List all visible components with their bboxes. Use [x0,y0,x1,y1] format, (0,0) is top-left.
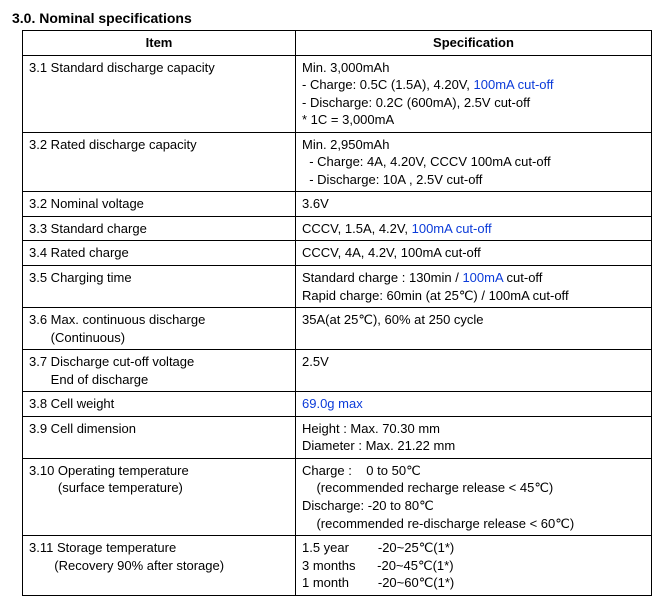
item-cell: 3.4 Rated charge [23,241,296,266]
spec-cell: 69.0g max [296,392,652,417]
table-row: 3.6 Max. continuous discharge (Continuou… [23,308,652,350]
spec-line: 1 month -20~60℃(1*) [302,574,645,592]
item-cell: 3.8 Cell weight [23,392,296,417]
text: cut-off [503,270,543,285]
item-cell: 3.7 Discharge cut-off voltage End of dis… [23,350,296,392]
table-row: 3.5 Charging time Standard charge : 130m… [23,266,652,308]
item-line: 3.11 Storage temperature [29,539,289,557]
item-line: (Continuous) [29,329,289,347]
item-cell: 3.1 Standard discharge capacity [23,55,296,132]
item-cell: 3.9 Cell dimension [23,416,296,458]
highlight: 100mA cut-off [474,77,554,92]
table-row: 3.10 Operating temperature (surface temp… [23,458,652,535]
spec-line: Min. 3,000mAh [302,59,645,77]
spec-cell: Min. 2,950mAh - Charge: 4A, 4.20V, CCCV … [296,132,652,192]
highlight: 100mA cut-off [412,221,492,236]
text: - Charge: 0.5C (1.5A), 4.20V, [302,77,474,92]
item-line: 3.6 Max. continuous discharge [29,311,289,329]
spec-cell: Charge : 0 to 50℃ (recommended recharge … [296,458,652,535]
spec-line: Height : Max. 70.30 mm [302,420,645,438]
header-item: Item [23,31,296,56]
spec-line: Charge : 0 to 50℃ [302,462,645,480]
item-cell: 3.11 Storage temperature (Recovery 90% a… [23,536,296,596]
spec-line: Standard charge : 130min / 100mA cut-off [302,269,645,287]
highlight: 100mA [462,270,502,285]
spec-cell: CCCV, 1.5A, 4.2V, 100mA cut-off [296,216,652,241]
text: CCCV, 1.5A, 4.2V, [302,221,412,236]
item-line: 3.10 Operating temperature [29,462,289,480]
text: Standard charge : 130min / [302,270,462,285]
spec-line: (recommended recharge release < 45℃) [302,479,645,497]
spec-line: 1.5 year -20~25℃(1*) [302,539,645,557]
table-row: 3.3 Standard charge CCCV, 1.5A, 4.2V, 10… [23,216,652,241]
spec-cell: Standard charge : 130min / 100mA cut-off… [296,266,652,308]
table-row: 3.7 Discharge cut-off voltage End of dis… [23,350,652,392]
spec-cell: Min. 3,000mAh - Charge: 0.5C (1.5A), 4.2… [296,55,652,132]
spec-line: - Discharge: 0.2C (600mA), 2.5V cut-off [302,94,645,112]
table-row: 3.9 Cell dimension Height : Max. 70.30 m… [23,416,652,458]
spec-line: Rapid charge: 60min (at 25℃) / 100mA cut… [302,287,645,305]
table-row: 3.1 Standard discharge capacity Min. 3,0… [23,55,652,132]
section-heading: 3.0. Nominal specifications [12,10,653,26]
item-line: (Recovery 90% after storage) [29,557,289,575]
item-cell: 3.6 Max. continuous discharge (Continuou… [23,308,296,350]
header-row: Item Specification [23,31,652,56]
spec-line: - Charge: 0.5C (1.5A), 4.20V, 100mA cut-… [302,76,645,94]
header-spec: Specification [296,31,652,56]
table-row: 3.2 Nominal voltage 3.6V [23,192,652,217]
spec-line: - Charge: 4A, 4.20V, CCCV 100mA cut-off [302,153,645,171]
spec-line: Min. 2,950mAh [302,136,645,154]
spec-cell: 1.5 year -20~25℃(1*) 3 months -20~45℃(1*… [296,536,652,596]
spec-cell: 3.6V [296,192,652,217]
highlight: 69.0g max [302,396,363,411]
item-line: (surface temperature) [29,479,289,497]
table-row: 3.4 Rated charge CCCV, 4A, 4.2V, 100mA c… [23,241,652,266]
item-line: 3.7 Discharge cut-off voltage [29,353,289,371]
table-row: 3.2 Rated discharge capacity Min. 2,950m… [23,132,652,192]
spec-line: Diameter : Max. 21.22 mm [302,437,645,455]
table-row: 3.11 Storage temperature (Recovery 90% a… [23,536,652,596]
spec-cell: 2.5V [296,350,652,392]
item-cell: 3.2 Nominal voltage [23,192,296,217]
spec-line: * 1C = 3,000mA [302,111,645,129]
spec-line: (recommended re-discharge release < 60℃) [302,515,645,533]
item-cell: 3.3 Standard charge [23,216,296,241]
item-cell: 3.5 Charging time [23,266,296,308]
spec-cell: 35A(at 25℃), 60% at 250 cycle [296,308,652,350]
spec-cell: Height : Max. 70.30 mm Diameter : Max. 2… [296,416,652,458]
table-row: 3.8 Cell weight 69.0g max [23,392,652,417]
spec-line: Discharge: -20 to 80℃ [302,497,645,515]
spec-table: Item Specification 3.1 Standard discharg… [22,30,652,596]
spec-line: 3 months -20~45℃(1*) [302,557,645,575]
item-cell: 3.10 Operating temperature (surface temp… [23,458,296,535]
spec-line: - Discharge: 10A , 2.5V cut-off [302,171,645,189]
item-cell: 3.2 Rated discharge capacity [23,132,296,192]
item-line: End of discharge [29,371,289,389]
spec-cell: CCCV, 4A, 4.2V, 100mA cut-off [296,241,652,266]
